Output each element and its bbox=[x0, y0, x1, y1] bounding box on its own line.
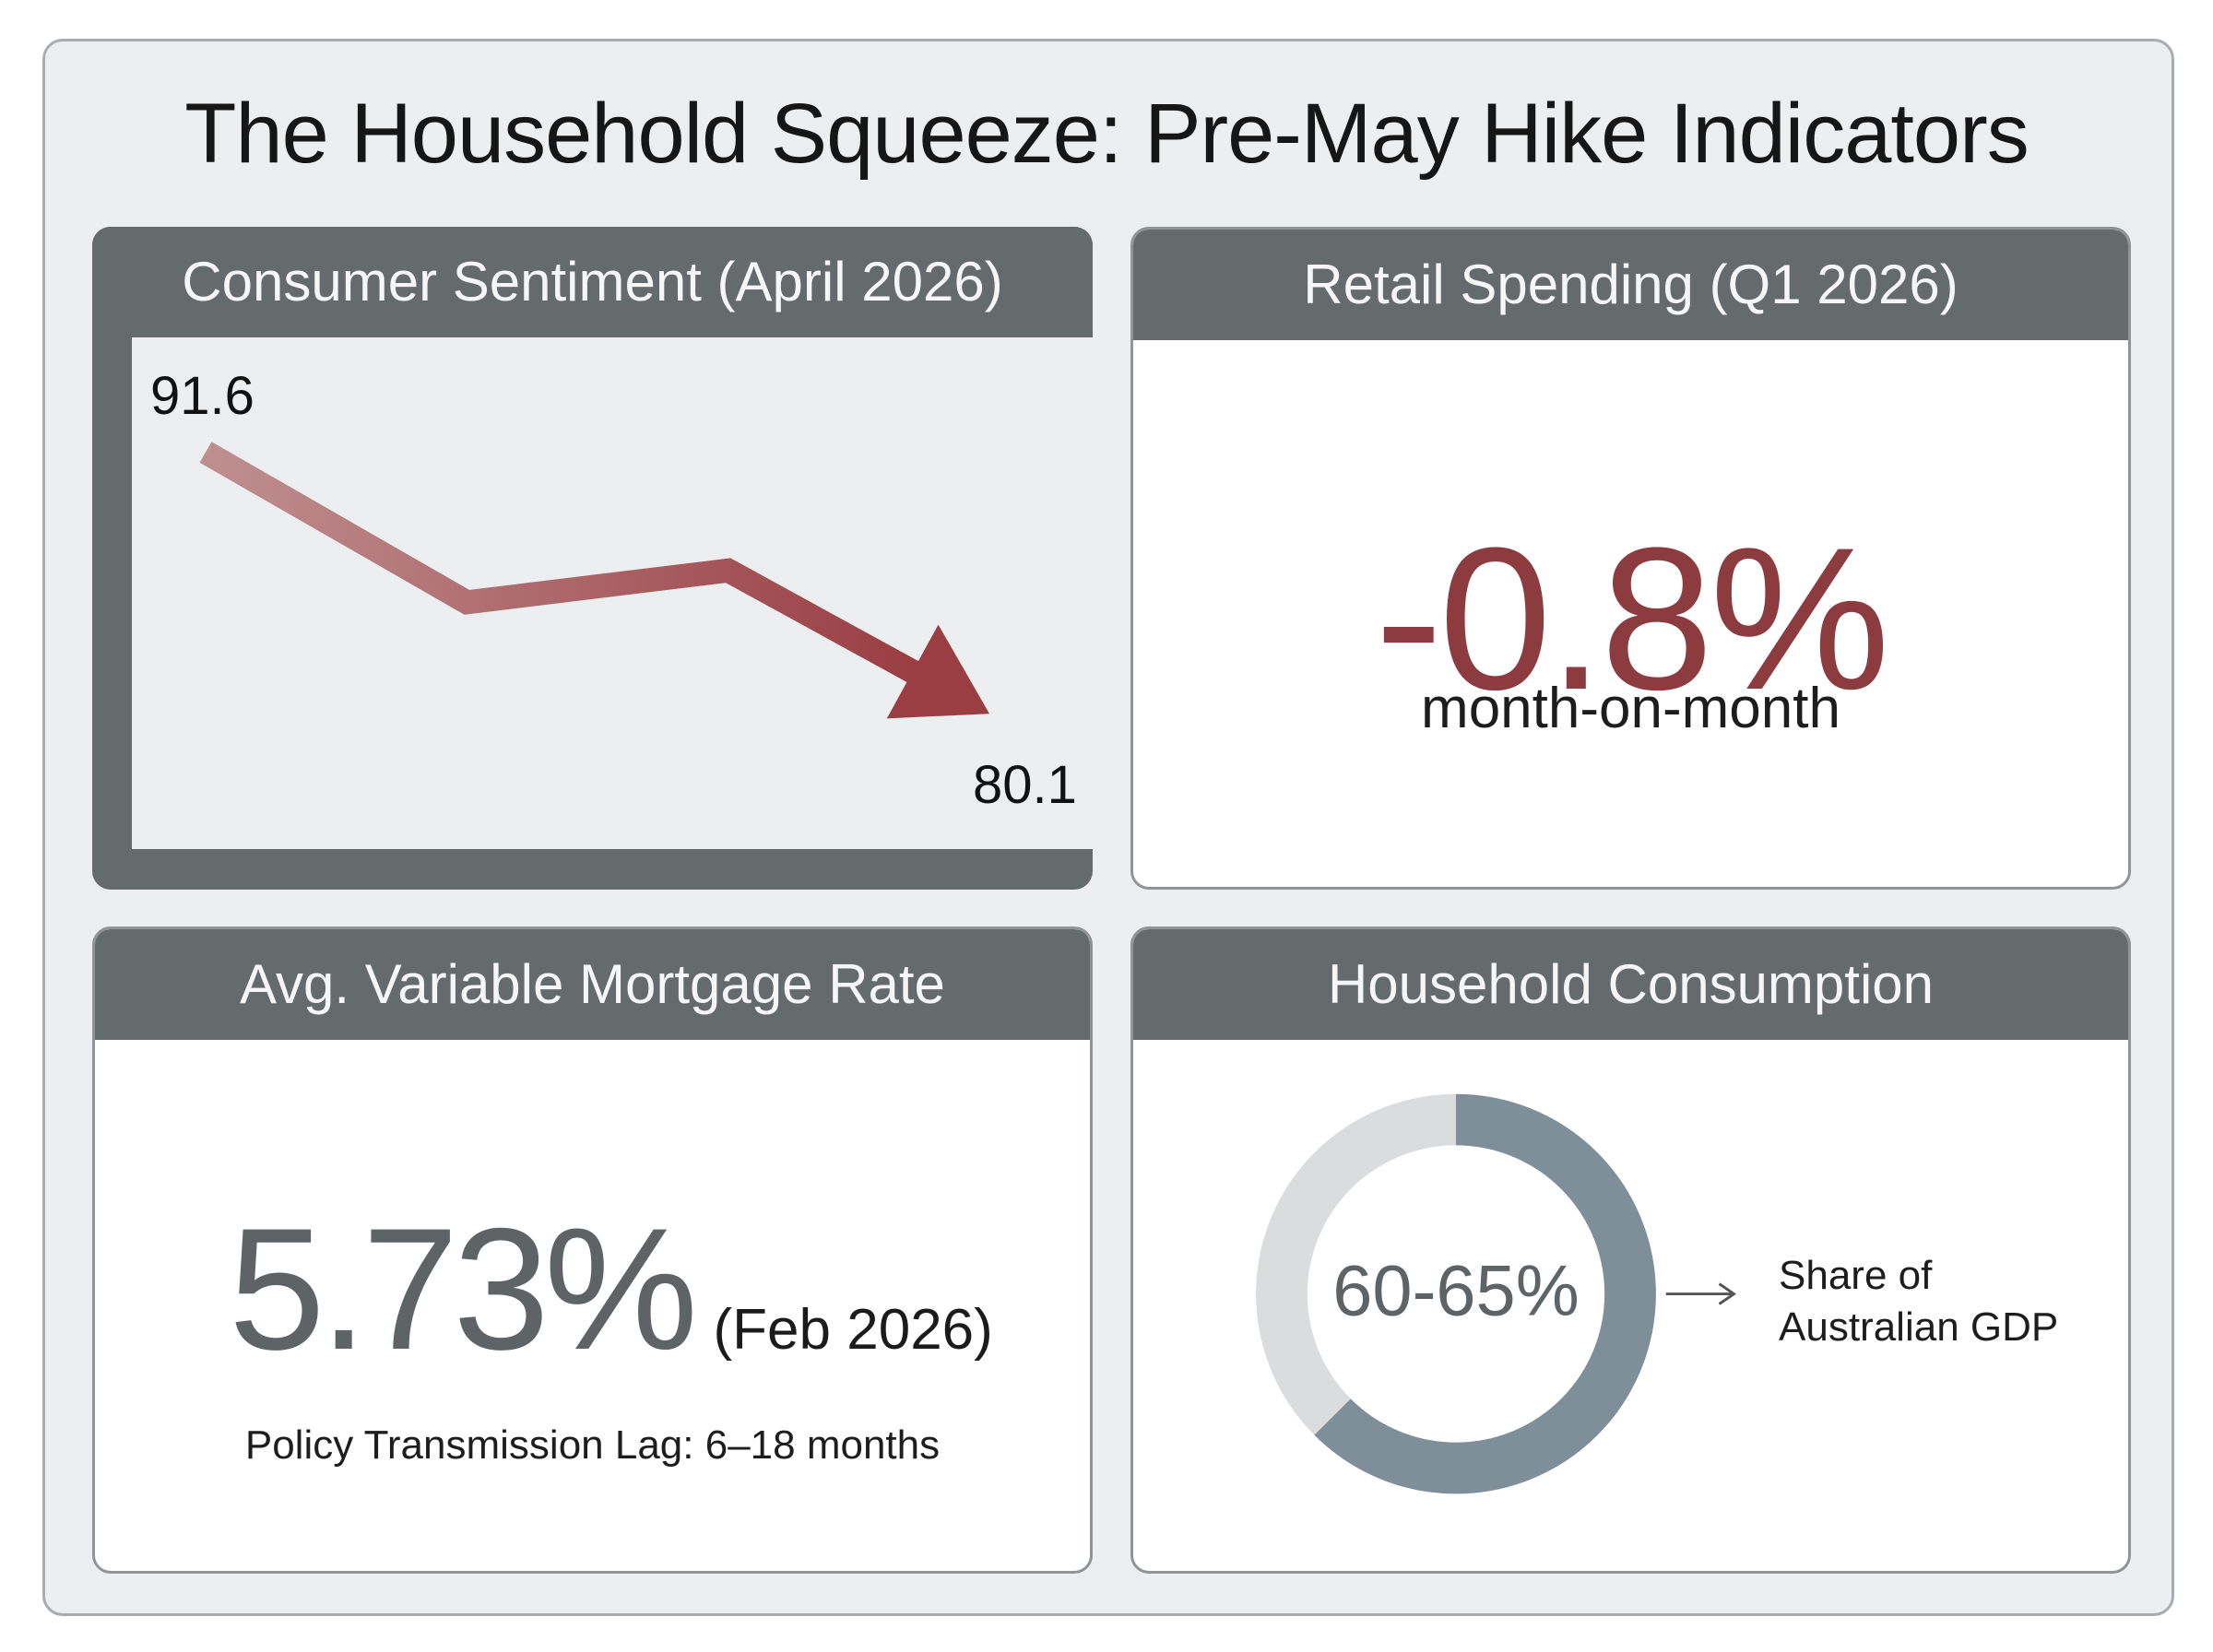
consumer-sentiment-title: Consumer Sentiment (April 2026) bbox=[92, 227, 1093, 337]
sentiment-trend-line bbox=[199, 442, 922, 684]
gdp-note-line2: Australian GDP bbox=[1779, 1304, 2059, 1350]
retail-spending-card: Retail Spending (Q1 2026) -0.8% month-on… bbox=[1130, 227, 2131, 890]
sentiment-arrow-head bbox=[886, 624, 989, 719]
donut-center-label: 60-65% bbox=[1332, 1251, 1579, 1330]
household-consumption-card: Household Consumption 60-65% Share of Au… bbox=[1130, 926, 2131, 1574]
mortgage-rate-body: 5.73% (Feb 2026) Policy Transmission Lag… bbox=[95, 1040, 1090, 1571]
mortgage-rate-row: 5.73% (Feb 2026) bbox=[229, 1187, 993, 1390]
sentiment-end-label: 80.1 bbox=[973, 755, 1077, 815]
dashboard-title: The Household Squeeze: Pre-May Hike Indi… bbox=[184, 87, 2029, 181]
household-consumption-title: Household Consumption bbox=[1133, 929, 2128, 1040]
mortgage-rate-date: (Feb 2026) bbox=[713, 1298, 993, 1362]
mortgage-rate-value: 5.73% bbox=[229, 1192, 698, 1386]
retail-spending-value: -0.8% bbox=[1375, 505, 1890, 732]
sentiment-start-label: 91.6 bbox=[150, 366, 254, 426]
retail-spending-body: -0.8% month-on-month bbox=[1133, 340, 2128, 887]
sentiment-chart-area: 91.6 80.1 bbox=[132, 337, 1093, 849]
consumption-donut-chart: 60-65% bbox=[1256, 1093, 1737, 1494]
mortgage-rate-title: Avg. Variable Mortgage Rate bbox=[95, 929, 1090, 1040]
sentiment-chart: 91.6 80.1 bbox=[150, 366, 1077, 815]
gdp-pointer-arrow-head bbox=[1718, 1282, 1737, 1305]
policy-lag-note: Policy Transmission Lag: 6–18 months bbox=[244, 1422, 941, 1468]
consumer-sentiment-card: Consumer Sentiment (April 2026) 91.6 80.… bbox=[92, 227, 1093, 890]
retail-spending-caption: month-on-month bbox=[1421, 677, 1840, 740]
donut-share-arc bbox=[1256, 1093, 1656, 1494]
retail-spending-title: Retail Spending (Q1 2026) bbox=[1133, 230, 2128, 340]
mortgage-rate-card: Avg. Variable Mortgage Rate 5.73% (Feb 2… bbox=[92, 926, 1093, 1574]
gdp-note-line1: Share of bbox=[1779, 1253, 1933, 1298]
household-consumption-body: 60-65% Share of Australian GDP bbox=[1133, 1040, 2128, 1571]
gdp-share-note: Share of Australian GDP bbox=[1779, 1250, 2111, 1353]
